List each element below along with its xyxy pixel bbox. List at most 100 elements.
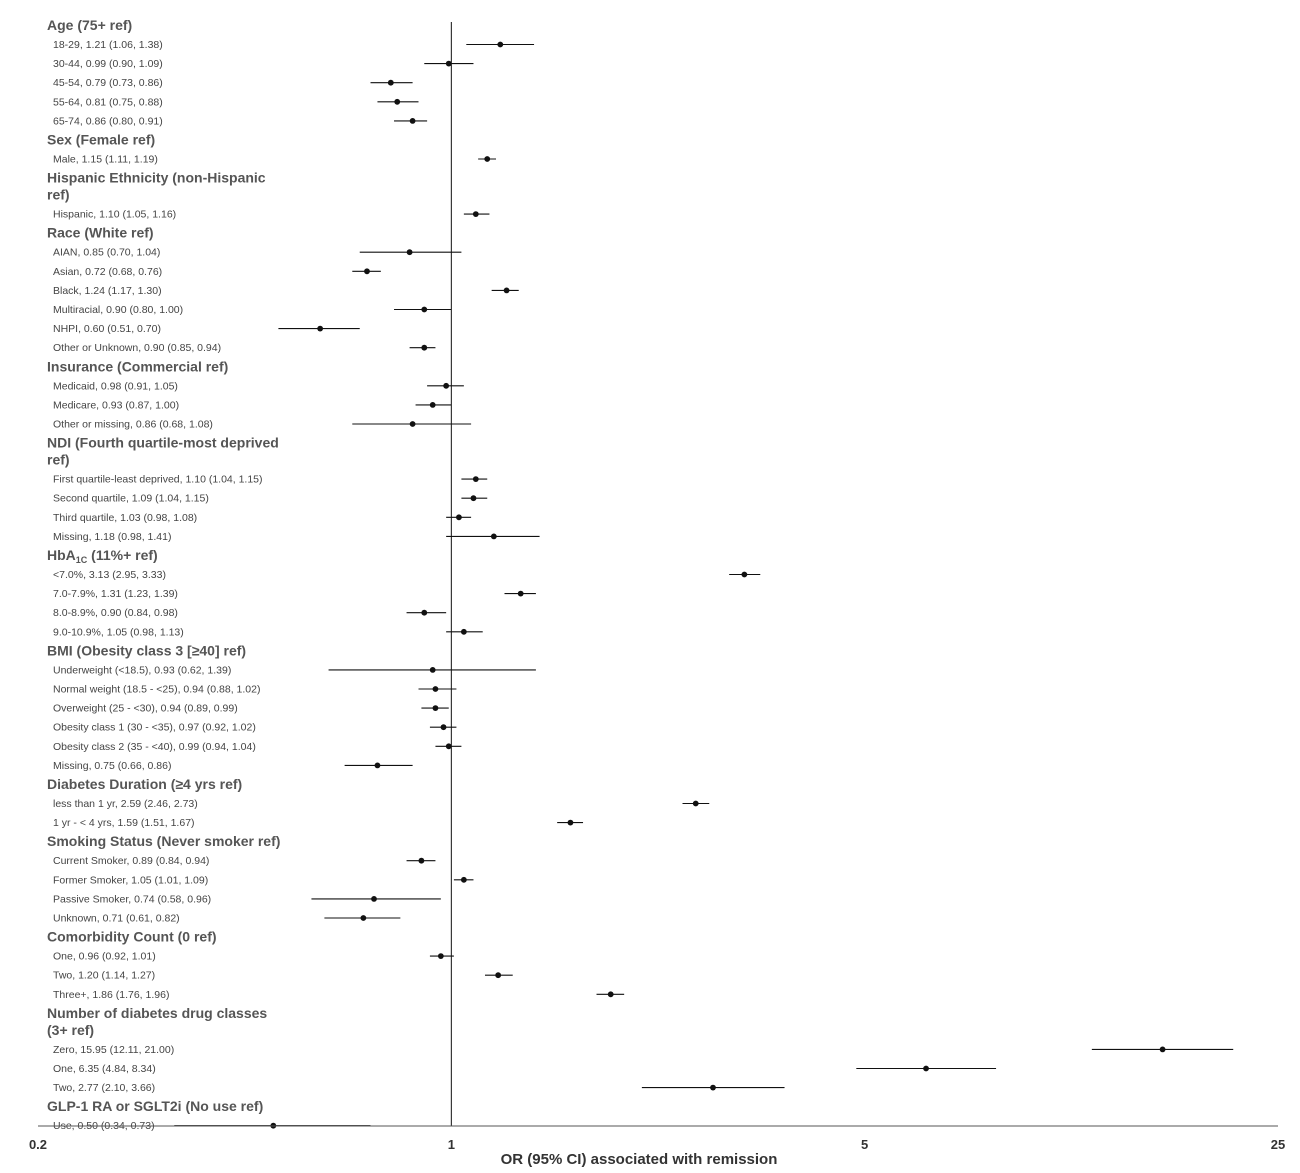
row-label-smoking-status-never-smoker-ref-2: Passive Smoker, 0.74 (0.58, 0.96) — [53, 893, 211, 905]
or-point-age-75-ref-2 — [387, 79, 394, 86]
row-label-number-of-diabetes-drug-classes-2: Two, 2.77 (2.10, 3.66) — [53, 1082, 155, 1094]
group-title-hispanic-ethnicity-non-hispanic-line-2: ref) — [47, 187, 70, 203]
row-label-sex-female-ref-0: Male, 1.15 (1.11, 1.19) — [53, 154, 158, 166]
row-label-diabetes-duration-4-yrs-ref-1: 1 yr - < 4 yrs, 1.59 (1.51, 1.67) — [53, 817, 195, 829]
row-label-comorbidity-count-0-ref-0: One, 0.96 (0.92, 1.01) — [53, 951, 156, 963]
or-point-number-of-diabetes-drug-classes-1 — [923, 1065, 929, 1072]
row-label-insurance-commercial-ref-2: Other or missing, 0.86 (0.68, 1.08) — [53, 419, 213, 431]
group-title-hba1c-11-ref: HbA1C (11%+ ref) — [47, 547, 158, 565]
x-axis: 0.2 1 5 25 OR (95% CI) associated with remis… — [29, 22, 1285, 1168]
row-label-race-white-ref-0: AIAN, 0.85 (0.70, 1.04) — [53, 247, 160, 259]
or-point-ndi-fourth-quartile-most-deprived-2 — [456, 514, 462, 521]
or-point-age-75-ref-4 — [409, 118, 416, 124]
or-point-bmi-obesity-class-3-40-ref-0 — [429, 667, 436, 673]
row-label-bmi-obesity-class-3-40-ref-1: Normal weight (18.5 - <25), 0.94 (0.88, … — [53, 684, 260, 696]
row-label-ndi-fourth-quartile-most-deprived-2: Third quartile, 1.03 (0.98, 1.08) — [53, 512, 197, 524]
row-label-bmi-obesity-class-3-40-ref-5: Missing, 0.75 (0.66, 0.86) — [53, 760, 171, 772]
or-point-sex-female-ref-0 — [484, 156, 491, 162]
or-point-number-of-diabetes-drug-classes-0 — [1159, 1046, 1166, 1053]
or-point-number-of-diabetes-drug-classes-2 — [710, 1084, 716, 1091]
or-point-comorbidity-count-0-ref-1 — [495, 972, 502, 979]
group-title-hispanic-ethnicity-non-hispanic: Hispanic Ethnicity (non-Hispanic — [47, 170, 266, 186]
or-point-smoking-status-never-smoker-ref-1 — [460, 876, 467, 883]
x-tick-label-1: 1 — [448, 1137, 455, 1152]
row-label-insurance-commercial-ref-1: Medicare, 0.93 (0.87, 1.00) — [53, 399, 179, 411]
row-label-hba1c-11-ref-1: 7.0-7.9%, 1.31 (1.23, 1.39) — [53, 588, 178, 600]
or-point-race-white-ref-0 — [406, 249, 413, 256]
row-label-number-of-diabetes-drug-classes-1: One, 6.35 (4.84, 8.34) — [53, 1063, 156, 1075]
or-point-bmi-obesity-class-3-40-ref-5 — [374, 762, 381, 769]
or-point-bmi-obesity-class-3-40-ref-1 — [432, 686, 439, 692]
or-point-bmi-obesity-class-3-40-ref-3 — [440, 724, 447, 731]
x-tick-label-5: 5 — [861, 1137, 868, 1152]
row-label-smoking-status-never-smoker-ref-0: Current Smoker, 0.89 (0.84, 0.94) — [53, 855, 209, 867]
x-axis-title: OR (95% CI) associated with remission — [501, 1151, 778, 1168]
row-label-diabetes-duration-4-yrs-ref-0: less than 1 yr, 2.59 (2.46, 2.73) — [53, 798, 198, 810]
group-title-ndi-fourth-quartile-most-deprived: NDI (Fourth quartile-most deprived — [47, 435, 279, 451]
row-label-age-75-ref-1: 30-44, 0.99 (0.90, 1.09) — [53, 58, 163, 70]
or-point-ndi-fourth-quartile-most-deprived-1 — [470, 495, 477, 502]
or-point-smoking-status-never-smoker-ref-3 — [360, 915, 367, 921]
x-tick-label-25: 25 — [1271, 1137, 1285, 1152]
or-point-hba1c-11-ref-1 — [517, 590, 524, 597]
row-label-bmi-obesity-class-3-40-ref-0: Underweight (<18.5), 0.93 (0.62, 1.39) — [53, 664, 231, 676]
row-label-comorbidity-count-0-ref-2: Three+, 1.86 (1.76, 1.96) — [53, 989, 169, 1001]
x-tick-label-0-2: 0.2 — [29, 1137, 47, 1152]
row-label-comorbidity-count-0-ref-1: Two, 1.20 (1.14, 1.27) — [53, 970, 155, 982]
row-label-race-white-ref-4: NHPI, 0.60 (0.51, 0.70) — [53, 323, 161, 335]
or-point-hba1c-11-ref-0 — [741, 571, 748, 578]
group-title-ndi-fourth-quartile-most-deprived-line-2: ref) — [47, 452, 70, 468]
group-title-smoking-status-never-smoker-ref: Smoking Status (Never smoker ref) — [47, 833, 280, 849]
chart-marks — [174, 41, 1234, 1129]
or-point-smoking-status-never-smoker-ref-0 — [418, 857, 425, 864]
or-point-race-white-ref-4 — [317, 325, 324, 332]
group-title-number-of-diabetes-drug-classes-line-2: (3+ ref) — [47, 1022, 94, 1038]
or-point-race-white-ref-1 — [364, 268, 370, 275]
row-label-age-75-ref-0: 18-29, 1.21 (1.06, 1.38) — [53, 39, 163, 51]
group-title-comorbidity-count-0-ref: Comorbidity Count (0 ref) — [47, 929, 217, 945]
or-point-race-white-ref-2 — [503, 287, 510, 294]
group-title-bmi-obesity-class-3-40-ref: BMI (Obesity class 3 [≥40] ref) — [47, 642, 246, 658]
row-label-race-white-ref-5: Other or Unknown, 0.90 (0.85, 0.94) — [53, 342, 221, 354]
row-label-bmi-obesity-class-3-40-ref-3: Obesity class 1 (30 - <35), 0.97 (0.92, … — [53, 722, 256, 734]
row-label-ndi-fourth-quartile-most-deprived-3: Missing, 1.18 (0.98, 1.41) — [53, 531, 171, 543]
or-point-insurance-commercial-ref-2 — [409, 421, 416, 427]
row-label-smoking-status-never-smoker-ref-1: Former Smoker, 1.05 (1.01, 1.09) — [53, 874, 208, 886]
group-title-number-of-diabetes-drug-classes: Number of diabetes drug classes — [47, 1005, 267, 1021]
row-label-age-75-ref-4: 65-74, 0.86 (0.80, 0.91) — [53, 115, 163, 127]
row-label-race-white-ref-1: Asian, 0.72 (0.68, 0.76) — [53, 266, 162, 278]
or-point-hispanic-ethnicity-non-hispanic-0 — [472, 211, 479, 218]
or-point-bmi-obesity-class-3-40-ref-4 — [445, 743, 452, 750]
row-label-hispanic-ethnicity-non-hispanic-0: Hispanic, 1.10 (1.05, 1.16) — [53, 209, 176, 221]
or-point-ndi-fourth-quartile-most-deprived-0 — [472, 476, 479, 482]
row-label-hba1c-11-ref-0: <7.0%, 3.13 (2.95, 3.33) — [53, 569, 166, 581]
row-label-smoking-status-never-smoker-ref-3: Unknown, 0.71 (0.61, 0.82) — [53, 913, 180, 925]
or-point-bmi-obesity-class-3-40-ref-2 — [432, 705, 439, 711]
row-label-race-white-ref-3: Multiracial, 0.90 (0.80, 1.00) — [53, 304, 183, 316]
or-point-ndi-fourth-quartile-most-deprived-3 — [490, 533, 497, 540]
or-point-hba1c-11-ref-3 — [460, 628, 467, 635]
row-label-ndi-fourth-quartile-most-deprived-1: Second quartile, 1.09 (1.04, 1.15) — [53, 493, 209, 505]
row-label-bmi-obesity-class-3-40-ref-2: Overweight (25 - <30), 0.94 (0.89, 0.99) — [53, 703, 238, 715]
row-label-number-of-diabetes-drug-classes-0: Zero, 15.95 (12.11, 21.00) — [53, 1044, 174, 1056]
or-point-race-white-ref-5 — [421, 344, 428, 351]
or-point-diabetes-duration-4-yrs-ref-0 — [692, 800, 699, 807]
group-title-sex-female-ref: Sex (Female ref) — [47, 132, 155, 148]
or-point-insurance-commercial-ref-1 — [429, 402, 436, 408]
row-label-insurance-commercial-ref-0: Medicaid, 0.98 (0.91, 1.05) — [53, 380, 178, 392]
row-label-race-white-ref-2: Black, 1.24 (1.17, 1.30) — [53, 285, 162, 297]
row-label-age-75-ref-2: 45-54, 0.79 (0.73, 0.86) — [53, 77, 163, 89]
row-label-bmi-obesity-class-3-40-ref-4: Obesity class 2 (35 - <40), 0.99 (0.94, … — [53, 741, 256, 753]
or-point-smoking-status-never-smoker-ref-2 — [371, 896, 377, 902]
row-label-hba1c-11-ref-2: 8.0-8.9%, 0.90 (0.84, 0.98) — [53, 607, 178, 619]
or-point-comorbidity-count-0-ref-2 — [607, 991, 614, 998]
group-title-race-white-ref: Race (White ref) — [47, 225, 154, 241]
row-label-ndi-fourth-quartile-most-deprived-0: First quartile-least deprived, 1.10 (1.0… — [53, 474, 263, 486]
or-point-age-75-ref-3 — [394, 98, 401, 105]
or-point-diabetes-duration-4-yrs-ref-1 — [567, 819, 574, 826]
or-point-race-white-ref-3 — [421, 306, 428, 313]
or-point-hba1c-11-ref-2 — [421, 609, 428, 616]
or-point-comorbidity-count-0-ref-0 — [437, 953, 444, 959]
row-label-hba1c-11-ref-3: 9.0-10.9%, 1.05 (0.98, 1.13) — [53, 626, 184, 638]
